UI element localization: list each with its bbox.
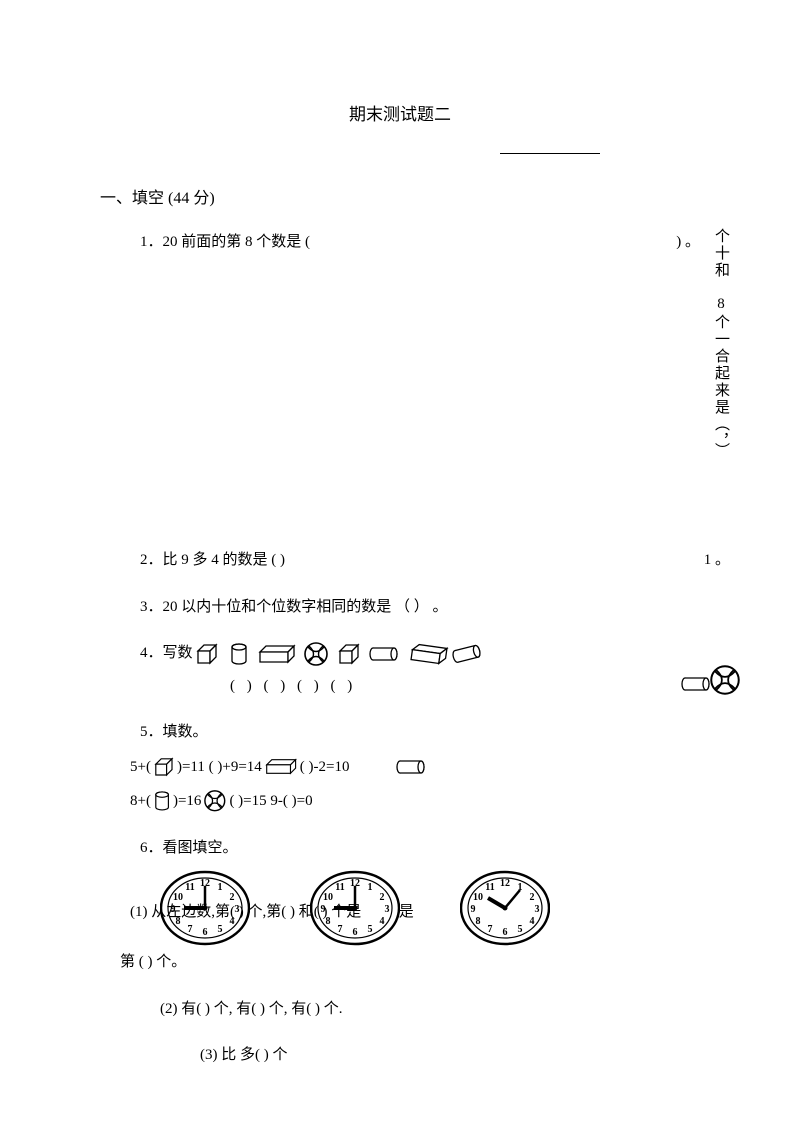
rect-prism-icon bbox=[265, 758, 297, 776]
ball-icon bbox=[710, 665, 740, 695]
cube-icon bbox=[196, 643, 218, 665]
cylinder-h-icon bbox=[368, 646, 398, 662]
q6-sub3: (3) 比 多( ) 个 bbox=[200, 1041, 700, 1070]
q6-sub1a: (1) 从左边数,第( ) 个,第( ) 和( ) 个是 是 bbox=[130, 898, 414, 927]
name-underline bbox=[500, 139, 600, 154]
q5-label: 5．填数。 bbox=[140, 724, 208, 740]
rect-prism-icon bbox=[258, 644, 296, 664]
rect-prism-icon bbox=[409, 641, 449, 666]
q4-blanks: ( ) ( ) ( ) ( ) bbox=[230, 672, 700, 701]
cube-icon bbox=[154, 757, 174, 777]
q6-sub2: (2) 有( ) 个, 有( ) 个, 有( ) 个. bbox=[160, 995, 700, 1024]
q5-r2c: ( )=15 9-( )=0 bbox=[229, 787, 312, 816]
q6-sub1a-text: (1) 从左边数,第( ) 个,第( ) 和( ) 个是 bbox=[130, 904, 361, 920]
q1-vertical-text: 个十和 8个一合起来是（，） bbox=[712, 228, 730, 538]
cylinder-icon bbox=[230, 643, 248, 665]
q2-right: 1 。 bbox=[704, 546, 730, 575]
cylinder-h-icon bbox=[450, 642, 483, 665]
q1-text: 1．20 前面的第 8 个数是 ( bbox=[140, 228, 310, 257]
q5-r2b: )=16 bbox=[173, 787, 201, 816]
q1-right: ) 。 bbox=[676, 228, 700, 257]
q5-r2a: 8+( bbox=[130, 787, 151, 816]
q5-r1b: )=11 ( )+9=14 bbox=[177, 753, 262, 782]
cylinder-icon bbox=[154, 791, 170, 811]
q4-label: 4．写数 bbox=[140, 645, 193, 661]
cube-icon bbox=[338, 643, 360, 665]
section-1-header: 一、填空 (44 分) bbox=[100, 184, 700, 208]
page-title: 期末测试题二 bbox=[100, 100, 700, 125]
question-4: 4．写数 ( ) ( ) ( ) ( ) bbox=[140, 639, 700, 700]
question-6: 6．看图填空。 (1) 从左边数,第( ) 个,第( ) 和( ) 个是 是 bbox=[140, 834, 700, 1070]
question-5: 5．填数。 5+( )=11 ( )+9=14 ( )-2=10 8+( )=1… bbox=[140, 718, 700, 816]
ball-icon bbox=[304, 642, 328, 666]
question-2: 2．比 9 多 4 的数是 ( ) 1 。 bbox=[140, 546, 700, 575]
question-3: 3．20 以内十位和个位数字相同的数是 （ ） 。 bbox=[140, 593, 700, 622]
ball-icon bbox=[204, 790, 226, 812]
question-1: 1．20 前面的第 8 个数是 ( ) 。 个十和 8个一合起来是（，） bbox=[140, 228, 700, 528]
cylinder-h-icon bbox=[680, 676, 710, 692]
q2-text: 2．比 9 多 4 的数是 ( ) bbox=[140, 546, 285, 575]
q5-r1c: ( )-2=10 bbox=[300, 753, 350, 782]
cylinder-h-icon bbox=[395, 759, 425, 775]
q6-sub1c: 第 ( ) 个。 bbox=[120, 948, 700, 977]
q6-sub1b-text: 是 bbox=[399, 904, 414, 920]
q5-r1a: 5+( bbox=[130, 753, 151, 782]
q6-label: 6．看图填空。 bbox=[140, 840, 238, 856]
clock-icon bbox=[460, 868, 550, 948]
